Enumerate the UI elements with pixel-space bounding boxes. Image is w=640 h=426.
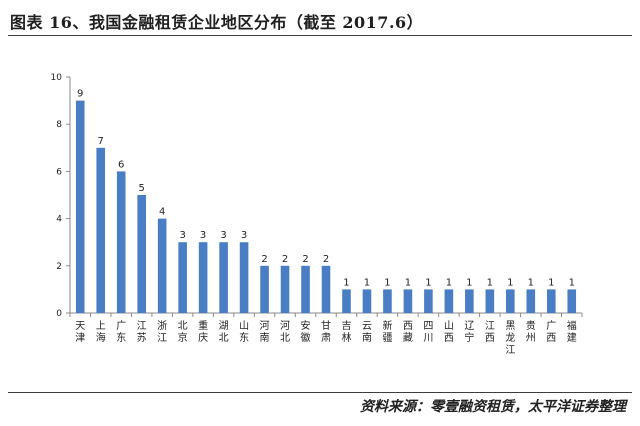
bar [219,242,228,313]
data-label: 1 [405,277,411,288]
bar [362,289,372,313]
bar [321,265,331,313]
data-label: 2 [261,254,267,265]
data-label: 1 [487,277,493,288]
category-label: 黑龙江 [505,320,515,356]
bar [260,265,269,313]
data-label: 1 [507,277,513,288]
bar [465,289,474,313]
y-tick-label: 8 [56,120,62,130]
bar [506,289,515,313]
y-tick-label: 6 [56,167,62,177]
data-label: 4 [159,207,165,218]
category-label: 山西 [444,320,454,344]
bar [567,289,577,313]
data-label: 1 [343,277,349,288]
bar [546,289,556,313]
y-tick-label: 4 [56,215,62,225]
category-label: 河南 [260,320,270,344]
bar [383,289,392,313]
bar [444,289,454,313]
category-label: 四川 [423,321,433,344]
data-label: 1 [364,277,370,288]
data-label: 1 [528,277,534,288]
data-label: 2 [323,254,329,265]
data-label: 1 [548,277,554,288]
bar [116,171,126,313]
category-label: 吉林 [341,320,351,344]
category-label: 甘肃 [321,319,331,344]
data-label: 3 [179,230,185,241]
data-label: 6 [118,159,124,170]
data-label: 1 [466,277,472,288]
category-label: 江苏 [137,320,147,344]
category-label: 辽宁 [464,320,474,344]
category-label: 云南 [362,321,372,344]
bar [239,242,249,313]
y-tick-label: 2 [56,262,62,272]
category-label: 贵州 [526,319,536,344]
bars [75,100,577,313]
data-label: 1 [446,277,452,288]
bar [342,289,351,313]
category-label: 江西 [485,320,495,344]
category-label: 福建 [567,319,577,344]
category-label: 湖北 [219,320,229,344]
source-divider [8,392,632,393]
category-label: 广西 [546,320,556,344]
data-label: 3 [241,230,247,241]
bar [198,242,208,313]
title-divider [8,35,632,36]
y-tick-label: 10 [51,73,63,83]
data-label: 7 [98,136,104,147]
category-label: 山东 [239,320,249,344]
data-label: 1 [384,277,390,288]
data-label: 2 [282,254,288,265]
bar [301,265,310,313]
bar [526,289,536,313]
bar [75,100,85,313]
data-label: 1 [425,277,431,288]
bar [485,289,495,313]
category-label: 上海 [96,320,106,344]
category-label: 天津 [75,321,85,344]
data-label: 3 [200,230,206,241]
bar [137,195,146,313]
y-axis: 0 2 4 6 8 10 [51,73,71,319]
category-label: 北京 [178,320,188,344]
bar [157,218,167,313]
data-label: 2 [302,254,308,265]
data-label: 9 [77,89,83,100]
bar [178,242,187,313]
category-label: 新疆 [382,319,392,344]
figure-title: 图表 16、我国金融租赁企业地区分布（截至 2017.6） [10,13,424,32]
x-axis [69,312,583,317]
data-label: 1 [569,277,575,288]
category-labels: 天津上海广东江苏浙江北京重庆湖北山东河南河北安徽甘肃吉林云南新疆西藏四川山西辽宁… [75,319,577,356]
data-labels: 9 7 6 5 4 3 3 3 3 2 2 2 2 1 1 1 1 1 1 1 1 1 1 1 1 [77,89,575,289]
y-tick-label: 0 [56,309,62,319]
category-label: 重庆 [198,319,208,344]
category-label: 浙江 [157,320,167,344]
data-label: 5 [138,183,144,194]
data-label: 3 [220,230,226,241]
category-label: 广东 [116,320,126,344]
category-label: 安徽 [301,319,311,344]
bar [403,289,413,313]
category-label: 河北 [280,320,290,344]
category-label: 西藏 [403,321,413,344]
bar [280,265,290,313]
source-note: 资料来源：零壹融资租赁，太平洋证券整理 [360,399,626,415]
bar [96,147,106,313]
bar [424,289,433,313]
